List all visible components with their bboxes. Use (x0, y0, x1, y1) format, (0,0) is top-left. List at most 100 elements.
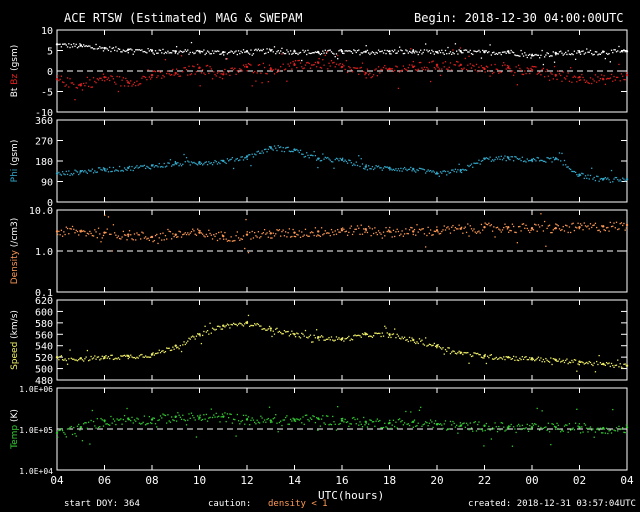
mag-dot (539, 57, 541, 59)
speed-dot (297, 333, 299, 335)
density-dot (251, 230, 253, 233)
mag-dot (142, 51, 144, 53)
temp-dot (380, 427, 382, 429)
mag-dot (457, 61, 459, 63)
speed-dot (384, 325, 386, 327)
temp-dot (586, 427, 588, 429)
speed-dot (324, 339, 326, 341)
phi-y-axis-label: Phi (gsm) (10, 140, 20, 183)
temp-dot (609, 429, 611, 431)
speed-dot (410, 340, 412, 342)
density-dot (73, 228, 75, 230)
temp-dot (526, 423, 528, 426)
temp-dot (328, 424, 330, 426)
speed-dot (127, 357, 129, 360)
temp-dot (557, 424, 559, 427)
density-dot (125, 234, 127, 236)
density-dot (371, 228, 374, 230)
mag-dot (556, 78, 558, 81)
mag-dot (604, 57, 606, 60)
phi-dot (372, 168, 375, 171)
temp-dot (535, 423, 537, 426)
density-dot (249, 231, 251, 234)
phi-dot (612, 181, 614, 183)
temp-dot (168, 420, 170, 422)
speed-dot (565, 359, 567, 362)
mag-dot (117, 90, 120, 93)
phi-dot (257, 150, 260, 152)
speed-dot (438, 346, 440, 348)
mag-data-point (625, 50, 629, 53)
temp-dot (516, 425, 519, 427)
mag-dot (607, 53, 609, 56)
mag-dot (429, 80, 432, 83)
mag-dot (73, 43, 75, 45)
phi-dot (59, 173, 61, 175)
mag-dot (370, 52, 372, 54)
phi-dot (171, 165, 173, 167)
density-dot (232, 240, 235, 242)
density-dot (610, 225, 613, 228)
mag-dot (303, 67, 305, 69)
phi-dot (208, 161, 210, 163)
mag-dot (161, 77, 163, 79)
temp-dot (71, 433, 74, 436)
density-dot (482, 229, 484, 231)
density-dot (167, 228, 169, 231)
phi-dot (140, 165, 142, 167)
phi-data-point (55, 172, 59, 175)
density-dot (344, 231, 346, 233)
speed-dot (291, 330, 293, 332)
mag-dot (141, 49, 143, 51)
speed-dot (472, 355, 474, 357)
mag-dot (543, 56, 546, 58)
density-dot (553, 227, 556, 230)
mag-dot (592, 78, 594, 80)
temp-dot (522, 427, 525, 430)
phi-dot (330, 160, 333, 163)
mag-dot (332, 62, 334, 64)
mag-dot (74, 45, 76, 47)
phi-dot (495, 156, 497, 158)
mag-dot (583, 79, 585, 81)
density-ylabel-part: Density (10, 249, 20, 284)
mag-dot (390, 68, 392, 70)
phi-dot (101, 169, 103, 171)
density-dot (353, 231, 355, 233)
speed-dot (219, 326, 221, 328)
phi-dot (247, 154, 250, 156)
mag-dot (462, 52, 464, 54)
phi-dot (536, 156, 538, 159)
mag-dot (245, 64, 247, 66)
mag-data-point (364, 50, 367, 53)
mag-dot (568, 53, 571, 55)
mag-dot (166, 52, 168, 54)
phi-dot (392, 168, 395, 171)
mag-dot (500, 71, 502, 73)
phi-dot (605, 178, 608, 180)
mag-dot (400, 49, 402, 51)
speed-dot (552, 358, 554, 360)
mag-dot (307, 61, 309, 64)
mag-dot (246, 70, 248, 72)
mag-dot (504, 51, 506, 53)
mag-dot (374, 53, 376, 55)
temp-dot (293, 420, 295, 422)
mag-dot (541, 49, 543, 52)
phi-dot (394, 169, 396, 171)
temp-dot (428, 422, 431, 424)
temp-dot (228, 417, 230, 419)
phi-dot (418, 167, 421, 169)
mag-dot (452, 49, 454, 51)
phi-dot (275, 147, 277, 149)
temp-dot (416, 424, 418, 427)
density-dot (550, 231, 552, 234)
mag-dot (513, 74, 515, 77)
mag-dot (100, 77, 102, 79)
phi-dot (146, 165, 148, 168)
density-dot (348, 231, 350, 234)
density-dot (225, 238, 227, 240)
density-dot (446, 227, 448, 229)
speed-dot (584, 362, 587, 364)
density-dot (133, 233, 136, 235)
